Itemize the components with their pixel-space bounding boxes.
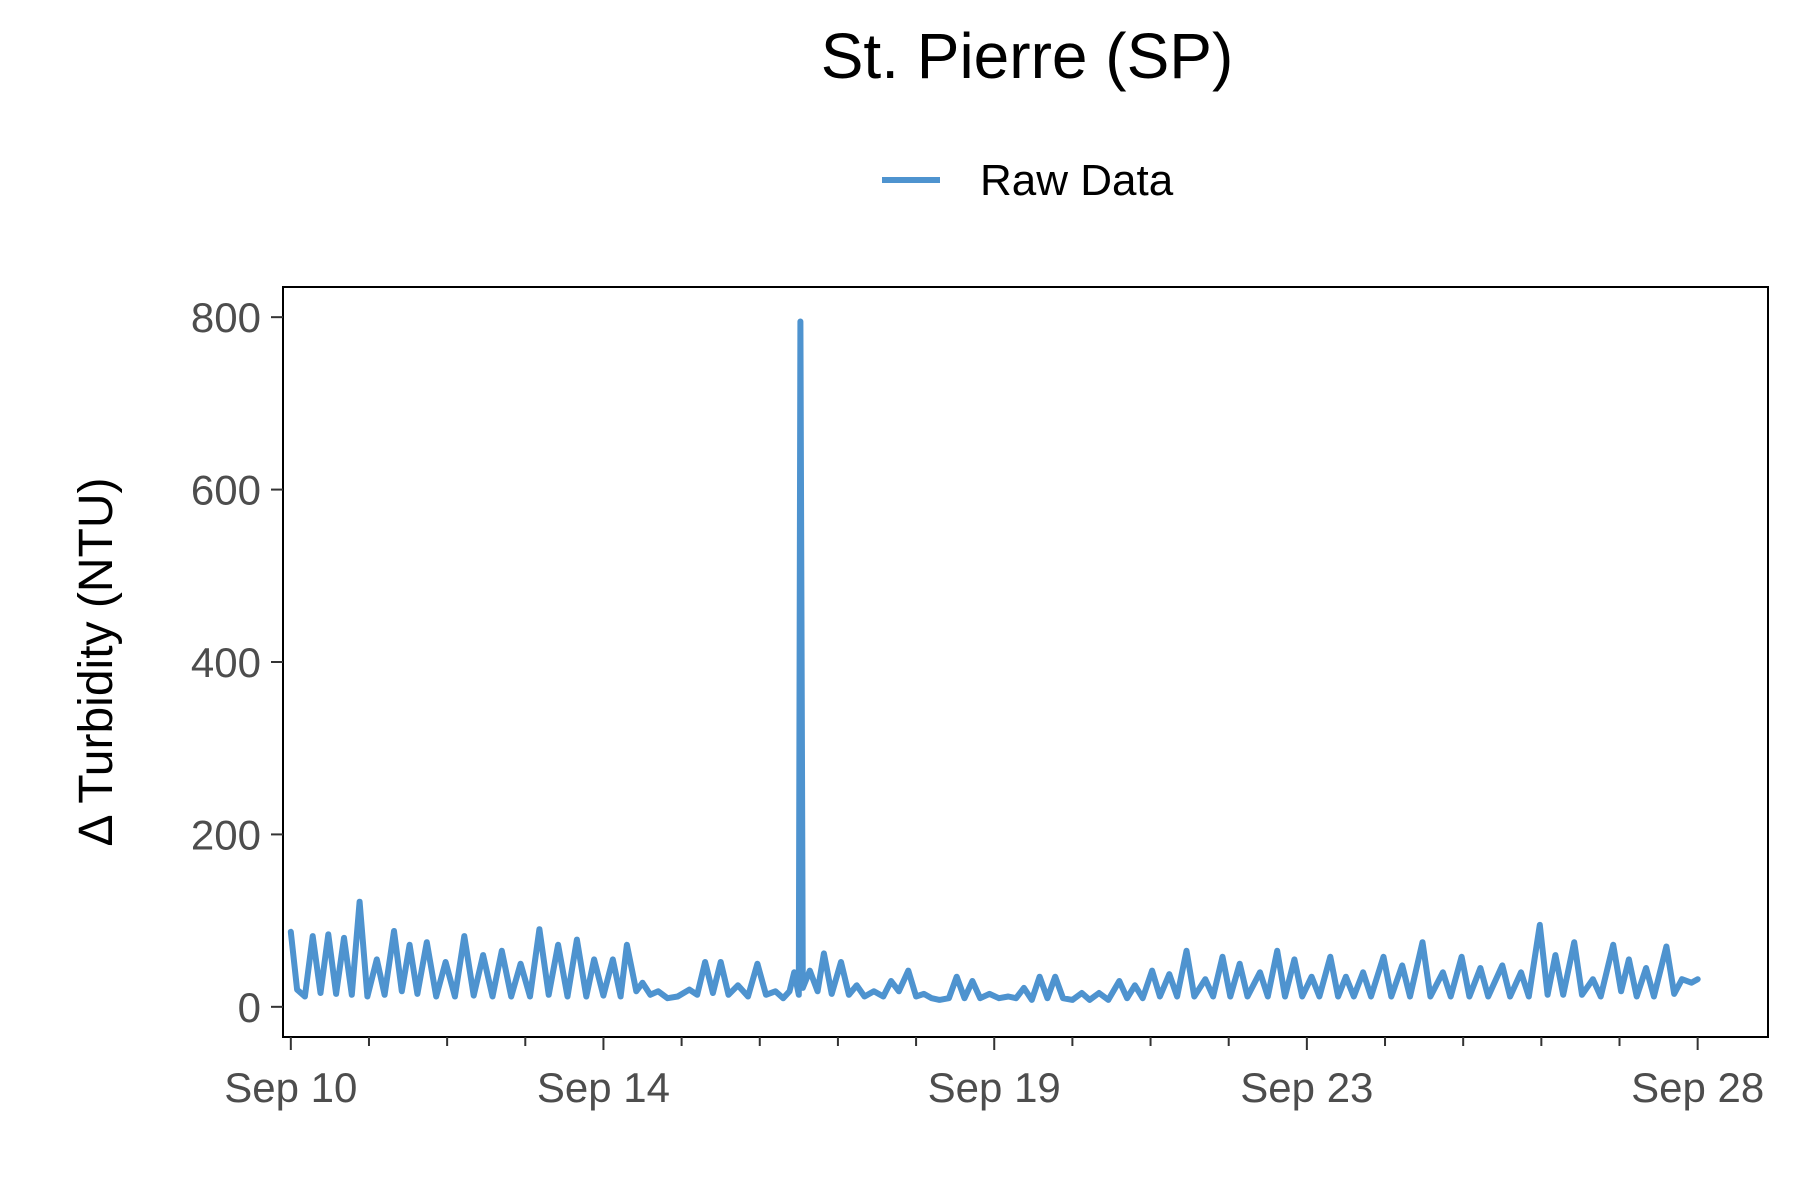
x-tick-label: Sep 10 <box>224 1064 357 1111</box>
x-tick-label: Sep 19 <box>928 1064 1061 1111</box>
y-tick-label: 600 <box>191 467 261 514</box>
x-tick-label: Sep 28 <box>1631 1064 1764 1111</box>
y-tick-label: 0 <box>238 984 261 1031</box>
x-axis: Sep 10 Sep 14 Sep 19 Sep 23 Sep 28 <box>224 1037 1764 1111</box>
y-axis: 0 200 400 600 800 <box>191 294 283 1031</box>
plot-panel <box>282 286 1769 1038</box>
series-line-raw-data <box>287 318 1701 1003</box>
chart-title: St. Pierre (SP) <box>821 20 1234 92</box>
y-axis-title: Δ Turbidity (NTU) <box>70 478 123 847</box>
x-tick-label: Sep 23 <box>1240 1064 1373 1111</box>
y-tick-label: 800 <box>191 294 261 341</box>
y-tick-label: 400 <box>191 639 261 686</box>
series-layer <box>287 318 1701 1003</box>
legend: Raw Data <box>882 156 1174 205</box>
legend-label-raw-data: Raw Data <box>980 156 1174 205</box>
x-tick-label: Sep 14 <box>537 1064 670 1111</box>
y-tick-label: 200 <box>191 811 261 858</box>
